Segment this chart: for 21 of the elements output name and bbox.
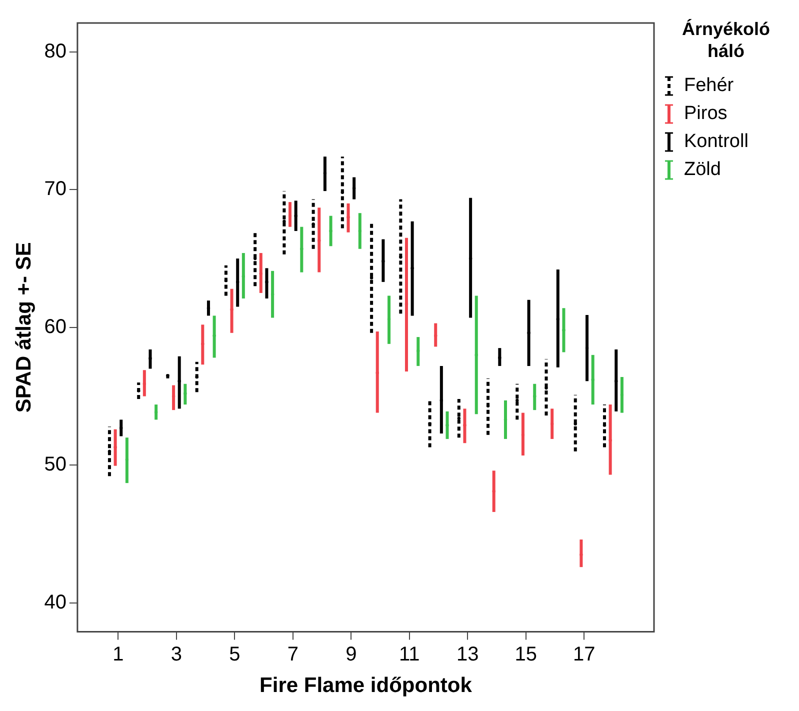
legend-label: Piros — [684, 103, 728, 125]
legend-label: Zöld — [684, 159, 721, 181]
y-tick-label: 70 — [44, 178, 66, 200]
legend-title: Árnyékoló háló — [680, 18, 772, 62]
y-axis-title: SPAD átlag +- SE — [12, 242, 36, 413]
x-tick-label: 15 — [514, 643, 537, 666]
y-tick-label: 40 — [44, 591, 66, 614]
x-tick-label: 9 — [346, 643, 357, 666]
x-tick-label: 7 — [287, 643, 298, 666]
x-tick-label: 13 — [456, 643, 479, 666]
x-tick-label: 1 — [112, 643, 124, 666]
legend-label: Fehér — [684, 75, 734, 97]
x-tick-label: 11 — [399, 643, 420, 666]
x-tick-label: 5 — [229, 643, 240, 666]
x-tick-label: 17 — [572, 643, 596, 666]
y-tick-label: 60 — [44, 316, 66, 338]
x-tick-label: 3 — [170, 643, 182, 666]
x-axis-title: Fire Flame időpontok — [260, 674, 472, 698]
legend-label: Kontroll — [684, 131, 748, 153]
y-tick-label: 50 — [44, 454, 66, 476]
y-tick-label: 80 — [44, 40, 66, 62]
